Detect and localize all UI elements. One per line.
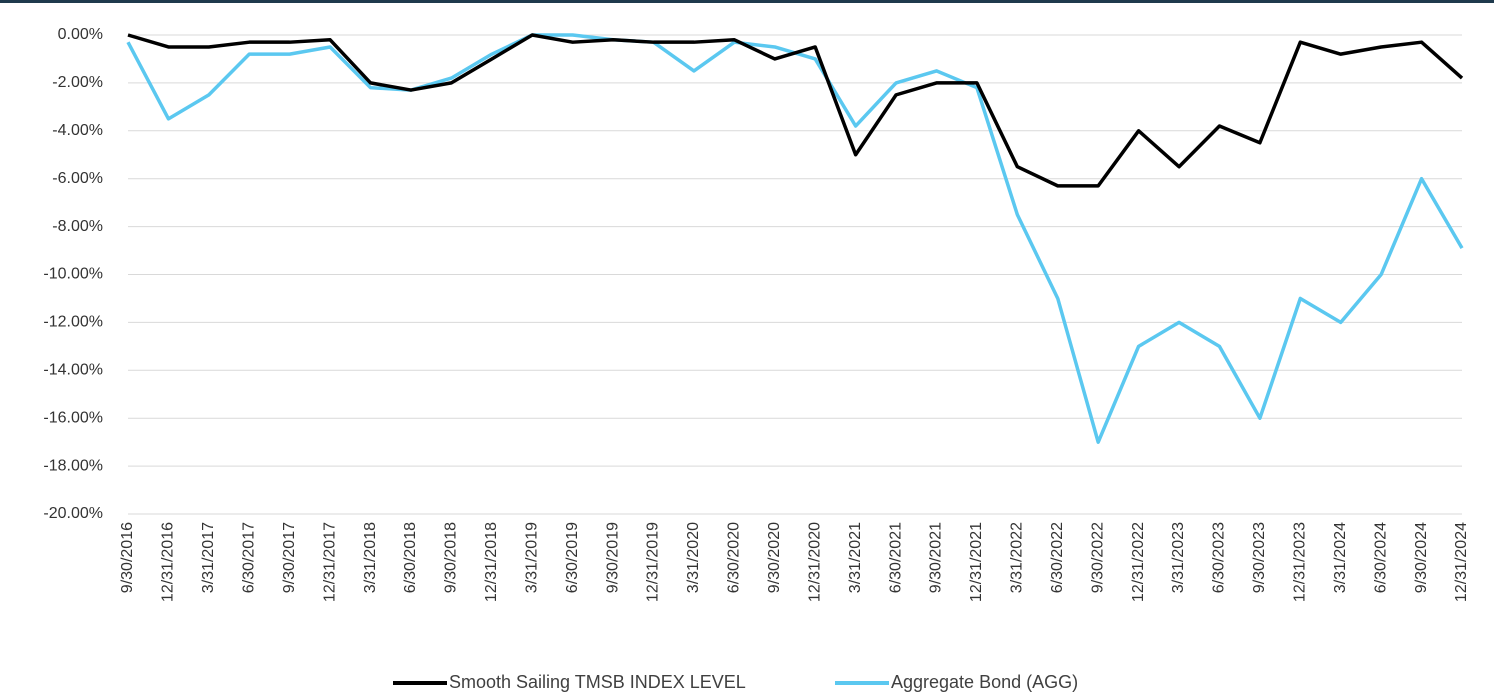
x-tick-label: 9/30/2024	[1413, 522, 1430, 593]
x-tick-label: 9/30/2021	[928, 522, 945, 593]
y-tick-label: -10.00%	[43, 266, 103, 283]
y-tick-label: -12.00%	[43, 314, 103, 331]
x-tick-label: 12/31/2020	[806, 522, 823, 602]
x-tick-label: 3/31/2024	[1332, 522, 1349, 593]
x-tick-label: 3/31/2023	[1170, 522, 1187, 593]
y-tick-label: -18.00%	[43, 457, 103, 474]
x-tick-label: 3/31/2022	[1009, 522, 1026, 593]
x-tick-label: 6/30/2024	[1372, 522, 1389, 593]
x-tick-label: 3/31/2019	[523, 522, 540, 593]
x-tick-label: 12/31/2016	[160, 522, 177, 602]
x-tick-label: 9/30/2016	[119, 522, 136, 593]
x-tick-label: 6/30/2017	[240, 522, 257, 593]
x-tick-label: 6/30/2019	[564, 522, 581, 593]
x-tick-label: 12/31/2021	[968, 522, 985, 602]
x-tick-label: 12/31/2017	[321, 522, 338, 602]
x-tick-label: 3/31/2021	[847, 522, 864, 593]
x-tick-label: 6/30/2018	[402, 522, 419, 593]
x-tick-label: 9/30/2017	[281, 522, 298, 593]
x-tick-label: 9/30/2018	[443, 522, 460, 593]
y-tick-label: -8.00%	[52, 218, 103, 235]
x-tick-label: 3/31/2020	[685, 522, 702, 593]
x-tick-label: 6/30/2023	[1211, 522, 1228, 593]
x-tick-label: 9/30/2019	[604, 522, 621, 593]
legend-label: Aggregate Bond (AGG)	[891, 672, 1078, 692]
y-tick-label: -6.00%	[52, 170, 103, 187]
x-tick-label: 9/30/2022	[1089, 522, 1106, 593]
top-border	[0, 0, 1494, 3]
x-tick-label: 6/30/2021	[887, 522, 904, 593]
x-tick-label: 3/31/2017	[200, 522, 217, 593]
x-tick-label: 6/30/2022	[1049, 522, 1066, 593]
x-tick-label: 12/31/2022	[1130, 522, 1147, 602]
y-tick-label: -14.00%	[43, 362, 103, 379]
x-tick-label: 3/31/2018	[362, 522, 379, 593]
x-tick-label: 9/30/2023	[1251, 522, 1268, 593]
y-tick-label: 0.00%	[58, 26, 103, 43]
data-line	[126, 33, 1464, 444]
x-tick-label: 6/30/2020	[726, 522, 743, 593]
x-tick-label: 12/31/2023	[1292, 522, 1309, 602]
y-tick-label: -16.00%	[43, 409, 103, 426]
y-tick-label: -20.00%	[43, 505, 103, 522]
y-tick-label: -4.00%	[52, 122, 103, 139]
x-tick-label: 12/31/2019	[645, 522, 662, 602]
data-line	[127, 33, 1464, 188]
y-tick-label: -2.00%	[52, 74, 103, 91]
x-tick-label: 9/30/2020	[766, 522, 783, 593]
x-tick-label: 12/31/2024	[1453, 522, 1470, 602]
x-tick-label: 12/31/2018	[483, 522, 500, 602]
legend-label: Smooth Sailing TMSB INDEX LEVEL	[449, 672, 746, 692]
